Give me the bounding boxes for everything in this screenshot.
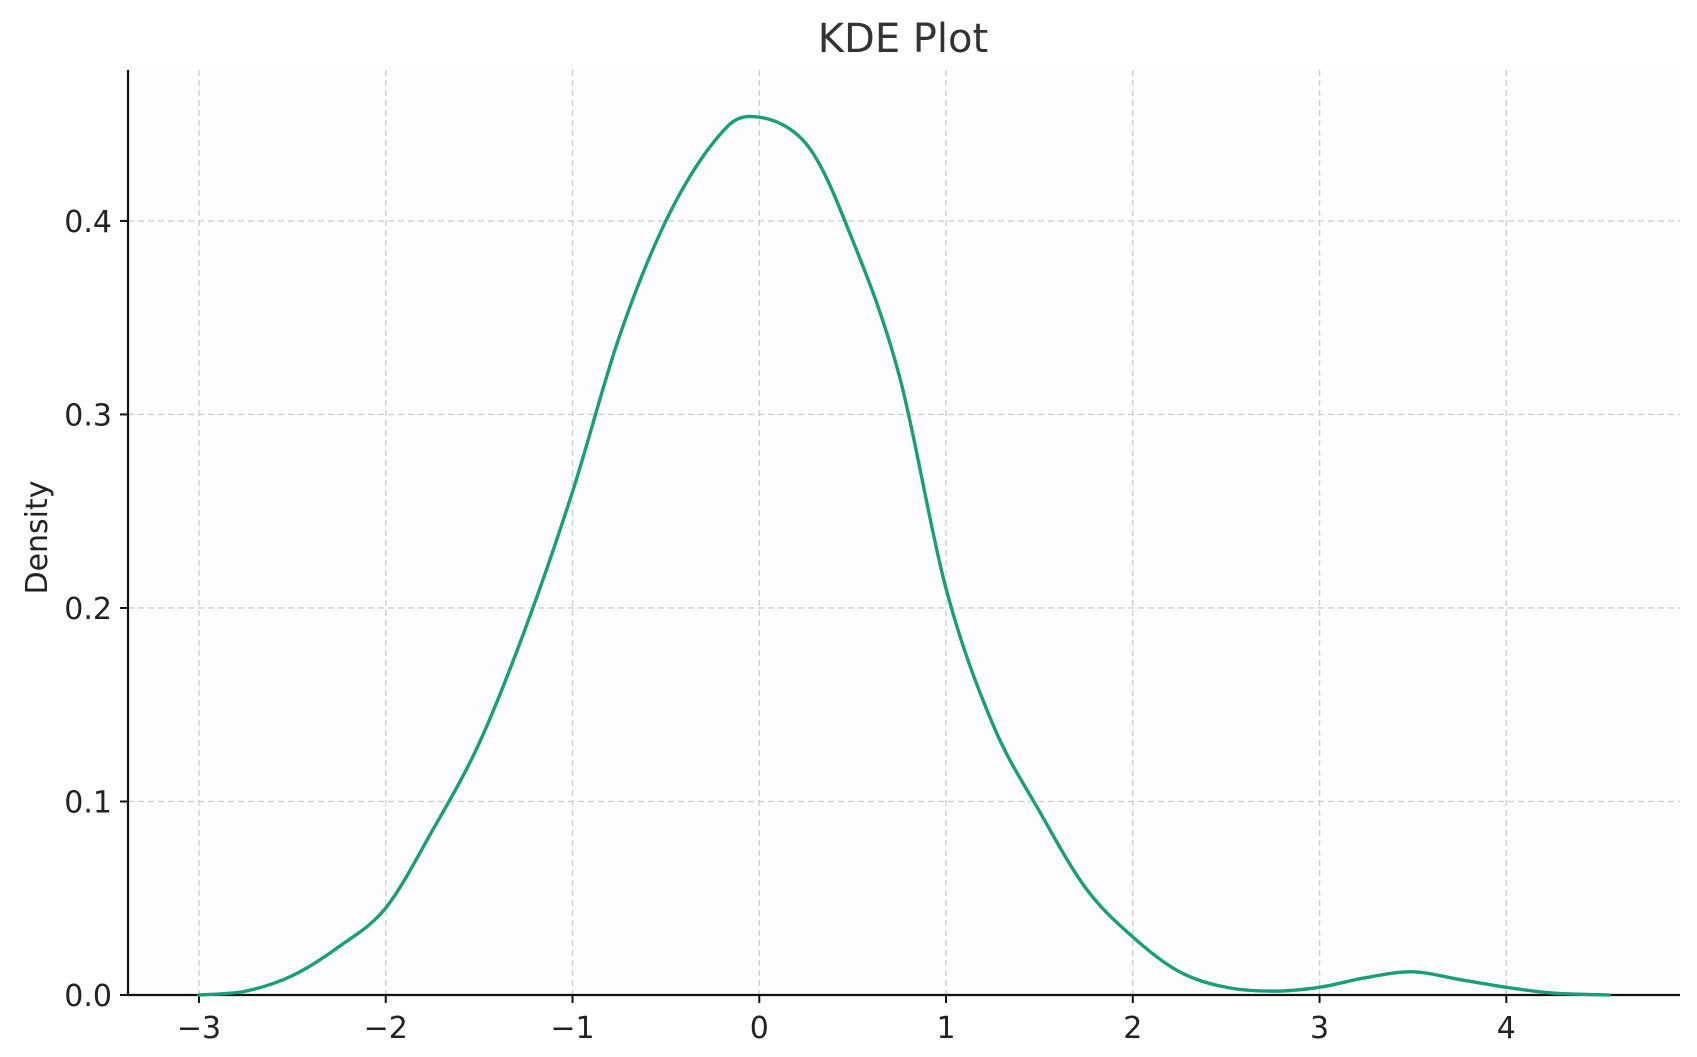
y-axis-label: Density <box>20 480 55 594</box>
series <box>197 114 1611 997</box>
chart-title: KDE Plot <box>818 16 988 62</box>
x-tick-label: −2 <box>364 1011 408 1046</box>
x-tick-label: 1 <box>936 1011 955 1046</box>
kde-line <box>197 114 1611 997</box>
tick-labels: −3 −2 −1 0 1 2 3 4 0.0 0.1 0.2 0.3 0.4 <box>64 205 1516 1046</box>
x-tick-label: 0 <box>750 1011 769 1046</box>
x-tick-label: 2 <box>1123 1011 1142 1046</box>
x-tick-label: −1 <box>550 1011 594 1046</box>
y-tick-label: 0.1 <box>64 785 112 820</box>
y-tick-label: 0.2 <box>64 592 112 627</box>
x-tick-label: 4 <box>1497 1011 1516 1046</box>
grid <box>128 70 1680 995</box>
y-tick-label: 0.0 <box>64 979 112 1014</box>
y-tick-label: 0.3 <box>64 398 112 433</box>
y-tick-label: 0.4 <box>64 205 112 240</box>
x-tick-label: 3 <box>1310 1011 1329 1046</box>
plot-area <box>128 70 1680 995</box>
x-tick-label: −3 <box>177 1011 221 1046</box>
